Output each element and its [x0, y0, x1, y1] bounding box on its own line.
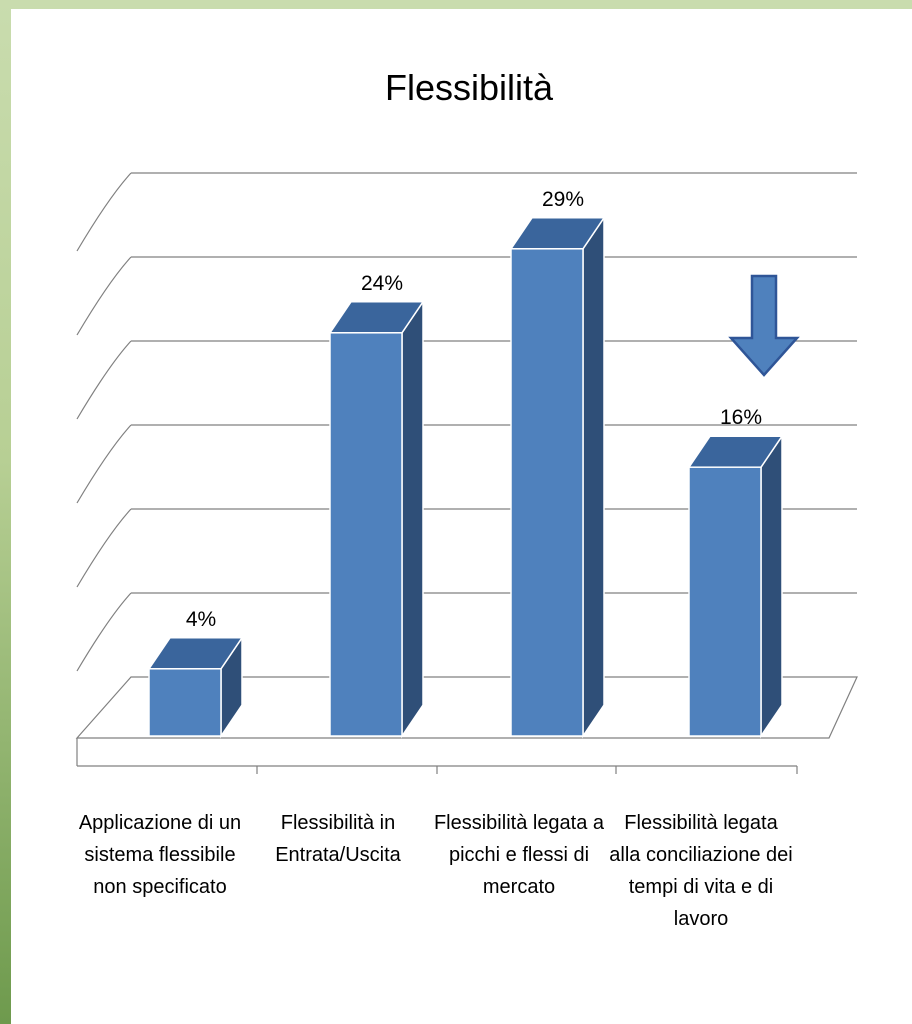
down-arrow-shape: [728, 274, 800, 377]
category-label-line: lavoro: [674, 908, 728, 930]
bar-front: [510, 248, 584, 737]
bar-side: [401, 299, 424, 739]
category-label-line: sistema flessibile: [84, 844, 235, 866]
gridline-side: [76, 592, 132, 672]
gridline-side: [76, 424, 132, 504]
chart-grid: [75, 172, 858, 774]
bar: [687, 433, 784, 739]
gridline-side: [76, 256, 132, 336]
gridline-side: [76, 340, 132, 420]
down-arrow-icon: [728, 274, 800, 377]
category-label-line: non specificato: [93, 876, 226, 898]
bar: [147, 635, 244, 739]
category-label: Flessibilità legata alla conciliazione de…: [609, 812, 792, 930]
slide: Flessibilità 4% 24% 29% 16% Applicazione di…: [11, 9, 912, 1024]
category-label: Flessibilità in Entrata/Uscita: [275, 812, 401, 866]
data-label: 16%: [720, 406, 762, 429]
category-label-line: Entrata/Uscita: [275, 844, 401, 866]
bar-front: [329, 332, 403, 737]
category-label-line: Flessibilità legata: [624, 812, 778, 834]
category-label: Flessibilità legata a picchi e flessi di m…: [434, 812, 605, 898]
data-label: 24%: [361, 272, 403, 295]
data-label: 4%: [186, 608, 216, 631]
category-label-line: Applicazione di un: [79, 812, 241, 834]
bar: [328, 299, 425, 739]
bar-front: [688, 466, 762, 737]
bar-chart: Flessibilità 4% 24% 29% 16% Applicazione di…: [75, 67, 858, 930]
gridline-side: [76, 172, 132, 252]
category-label-line: alla conciliazione dei: [609, 844, 792, 866]
bar-front: [148, 668, 222, 737]
category-label-line: Flessibilità in: [281, 812, 395, 834]
category-label-line: tempi di vita e di: [629, 876, 774, 898]
category-label-line: mercato: [483, 876, 555, 898]
bar: [509, 215, 606, 739]
gridline-side: [76, 508, 132, 588]
category-label: Applicazione di un sistema flessibile non …: [79, 812, 241, 898]
category-label-line: picchi e flessi di: [449, 844, 589, 866]
data-labels: 4% 24% 29% 16%: [186, 188, 762, 631]
chart-floor: [75, 676, 858, 739]
chart-title: Flessibilità: [385, 67, 554, 108]
bars: [147, 215, 784, 739]
data-label: 29%: [542, 188, 584, 211]
category-label-line: Flessibilità legata a: [434, 812, 605, 834]
bar-side: [582, 215, 605, 739]
bar-side: [760, 433, 783, 739]
category-labels: Applicazione di un sistema flessibile non …: [79, 812, 793, 930]
